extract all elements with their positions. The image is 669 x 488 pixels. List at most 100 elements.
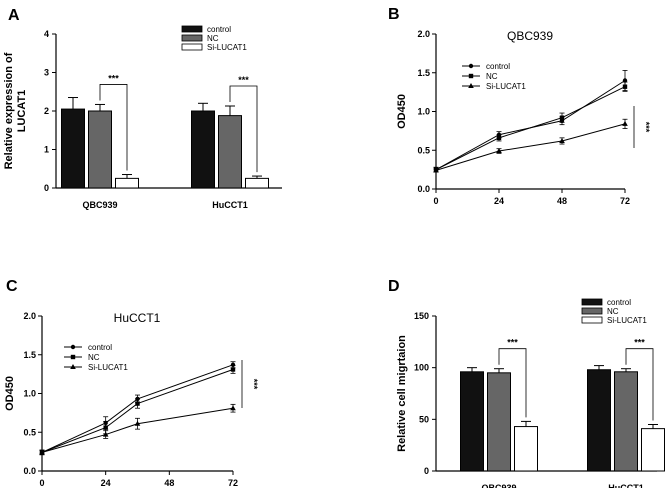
panelA-x-tick-label: QBC939: [82, 200, 117, 210]
panelB-series-line: [435, 86, 626, 171]
panelD-legend-label: Si-LUCAT1: [607, 316, 647, 325]
panelD-y-axis-title: Relative cell migrtaion: [396, 335, 408, 452]
panelA-y-tick-label: 4: [44, 29, 49, 39]
panelB-marker-triangle: [559, 137, 565, 143]
panelB-y-axis-title: OD450: [396, 94, 408, 129]
panelA-bar: [61, 108, 85, 189]
panelA-significance-bracket: [229, 85, 258, 173]
panelA-significance-label: ***: [238, 75, 249, 85]
panelA-x-tick-label: HuCCT1: [212, 200, 248, 210]
panelB-marker-circle: [468, 63, 474, 69]
panelD-legend-label: NC: [607, 307, 619, 316]
panelB-x-tick-label: 24: [494, 196, 504, 206]
panelD-significance-bracket: [625, 348, 654, 421]
panelB-marker-triangle: [622, 120, 628, 126]
panelB-marker-circle: [622, 78, 628, 83]
panelC-chart-title: HuCCT1: [114, 311, 161, 325]
panelB-x-tick-label: 48: [557, 196, 567, 206]
panelA-y-tick-label: 0: [44, 183, 49, 193]
panelB-chart-title: QBC939: [507, 29, 553, 43]
panelB-marker-triangle: [468, 83, 474, 88]
panelA-bar: [115, 177, 139, 189]
panel-c-line-chart: 0.0 0.5 1.0 1.5 2.0 0 24 48 72 OD450 HuCCT1 control…: [4, 311, 259, 488]
panelA-bar: [88, 110, 112, 189]
panelA-legend-swatch: [181, 34, 203, 42]
panelB-y-tick-label: 0.5: [417, 145, 430, 155]
panelB-y-tick-label: 1.0: [417, 107, 430, 117]
panelC-y-axis-title: OD450: [4, 376, 16, 411]
panelB-legend-label: Si-LUCAT1: [486, 82, 526, 91]
panelD-legend-swatch: [581, 316, 603, 324]
panelD-y-tick-label: 0: [424, 466, 429, 476]
panelA-y-axis-title-line: LUCAT1: [16, 90, 28, 133]
panelD-y-axis-title-line: Relative cell migrtaion: [396, 335, 408, 452]
panelD-y-tick-label: 50: [419, 414, 429, 424]
panelB-marker-square: [559, 115, 565, 120]
panelD-x-tick-label: HuCCT1: [608, 483, 644, 488]
panelC-marker-triangle: [134, 420, 141, 426]
panelA-y-axis-title-line: Relative expression of: [3, 52, 15, 169]
panelB-y-tick-label: 0.0: [417, 184, 430, 194]
panelB-marker-square: [622, 84, 628, 89]
panelD-legend-label: control: [607, 298, 631, 307]
panelD-bar: [614, 371, 638, 472]
panelC-series-line: [41, 364, 234, 453]
panelB-marker-triangle: [433, 167, 439, 173]
panelB-series-line: [435, 80, 626, 171]
panelA-bar: [245, 177, 269, 189]
panelD-significance-label: ***: [507, 338, 518, 348]
panelC-x-tick-label: 24: [101, 478, 111, 488]
panelA-legend-swatch: [181, 25, 203, 33]
panel-label-b: B: [388, 6, 400, 23]
panelD-bar: [587, 369, 611, 472]
panelB-marker-square: [496, 135, 502, 141]
panelC-marker-triangle: [39, 449, 45, 455]
panelC-y-tick-label: 1.0: [23, 389, 36, 399]
panelC-marker-square: [70, 354, 76, 360]
panelB-x-tick-label: 72: [620, 196, 630, 206]
panelA-legend-label: Si-LUCAT1: [207, 43, 247, 52]
panelB-series-line: [435, 123, 626, 171]
panelC-legend-label: Si-LUCAT1: [88, 363, 128, 372]
panelC-y-tick-label: 1.5: [23, 350, 36, 360]
panelC-x-tick-label: 72: [228, 478, 238, 488]
panelC-y-tick-label: 0.0: [23, 466, 36, 476]
panelD-y-tick-label: 150: [414, 311, 429, 321]
panelD-legend-swatch: [581, 298, 603, 306]
panelB-legend-label: NC: [486, 72, 498, 81]
panelB-legend-label: control: [486, 62, 510, 71]
panelA-y-axis-title: Relative expression ofLUCAT1: [3, 52, 28, 169]
panelC-x-tick-label: 0: [39, 478, 44, 488]
panelA-legend-label: NC: [207, 34, 219, 43]
panelC-marker-triangle: [230, 405, 236, 411]
panelC-x-tick-label: 48: [164, 478, 174, 488]
panelD-bar: [514, 426, 538, 472]
panelC-series-line: [41, 407, 234, 453]
panelD-bar: [460, 371, 484, 472]
panelC-marker-square: [230, 367, 236, 372]
panelB-marker-square: [468, 73, 474, 79]
panelA-y-tick-label: 3: [44, 68, 49, 78]
panelC-significance-label: ***: [249, 379, 259, 390]
panelD-bar: [641, 428, 665, 472]
panelC-marker-triangle: [102, 431, 109, 437]
panelB-x-tick-label: 0: [433, 196, 438, 206]
panelC-legend-label: control: [88, 343, 112, 352]
panelD-bar: [487, 372, 511, 472]
panelA-bar: [218, 115, 242, 189]
panel-b-line-chart: 0.0 0.5 1.0 1.5 2.0 0 24 48 72 OD450 QBC939 control…: [396, 29, 651, 206]
panelD-significance-label: ***: [634, 338, 645, 348]
panelC-legend-label: NC: [88, 353, 100, 362]
panelB-y-tick-label: 1.5: [417, 68, 430, 78]
panel-d-bar-chart: 0 50 100 150 Relative cell migrtaion QBC939 **…: [396, 298, 665, 488]
panelC-marker-triangle: [70, 364, 76, 369]
panelC-y-tick-label: 2.0: [23, 311, 36, 321]
panel-label-c: C: [6, 278, 18, 295]
panelB-y-tick-label: 2.0: [417, 29, 430, 39]
panelA-legend-swatch: [181, 43, 203, 51]
panelD-legend-swatch: [581, 307, 603, 315]
panelD-x-tick-label: QBC939: [481, 483, 516, 488]
panelC-marker-square: [135, 401, 140, 406]
panelA-significance-bracket: [99, 84, 128, 171]
